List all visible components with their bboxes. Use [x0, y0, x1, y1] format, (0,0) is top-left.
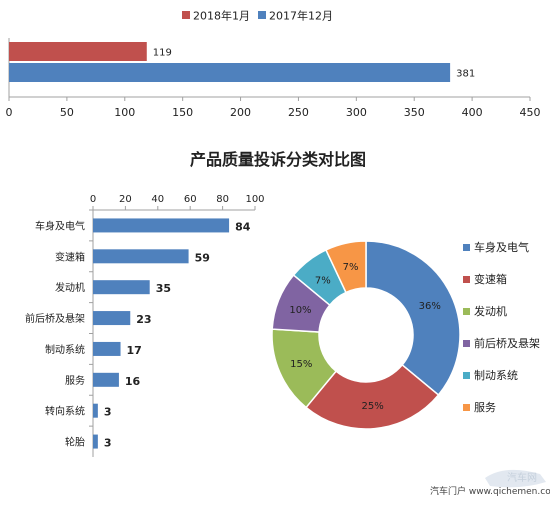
slice-label: 15%	[290, 359, 312, 370]
bar	[93, 218, 230, 233]
legend-swatch	[182, 11, 190, 19]
category-label: 发动机	[55, 281, 85, 294]
legend-swatch	[463, 244, 470, 251]
bar-data-label: 59	[195, 251, 210, 264]
legend-label: 制动系统	[474, 369, 518, 382]
legend-label: 前后桥及悬架	[474, 336, 540, 350]
watermark-text: 汽车门户 www.qichemen.com	[430, 485, 550, 497]
bar-data-label: 3	[104, 437, 112, 450]
legend-swatch	[463, 276, 470, 283]
x-tick-label: 50	[60, 106, 74, 119]
category-label: 变速箱	[55, 250, 85, 263]
legend-label: 2018年1月	[193, 9, 250, 23]
x-tick-label: 150	[172, 106, 193, 119]
x-tick-label: 200	[230, 106, 251, 119]
legend-label: 服务	[474, 401, 496, 414]
donut-chart: 36% 25% 15% 10% 7% 7%	[271, 240, 461, 430]
x-tick-label: 40	[151, 194, 164, 205]
x-tick-label: 250	[288, 106, 309, 119]
bar	[93, 311, 131, 326]
x-tick-label: 60	[184, 194, 197, 205]
bar-data-label: 3	[104, 406, 112, 419]
category-label: 制动系统	[45, 343, 85, 356]
x-tick-label: 100	[114, 106, 135, 119]
bar-data-label: 84	[235, 220, 251, 233]
legend-swatch	[463, 340, 470, 347]
x-tick-label: 450	[520, 106, 541, 119]
slice-label: 25%	[362, 401, 384, 412]
legend-swatch	[463, 404, 470, 411]
bar-data-label: 119	[153, 48, 172, 59]
bar	[93, 280, 150, 295]
bar-data-label: 16	[125, 375, 141, 388]
bar-data-label: 23	[136, 313, 151, 326]
bar	[9, 42, 147, 61]
donut-slice	[324, 240, 367, 294]
x-tick-label: 400	[462, 106, 483, 119]
legend-swatch	[463, 372, 470, 379]
legend-label: 发动机	[474, 304, 507, 318]
legend-swatch	[463, 308, 470, 315]
x-tick-label: 300	[346, 106, 367, 119]
bar-data-label: 17	[127, 344, 142, 357]
slice-label: 10%	[289, 305, 311, 316]
x-tick-label: 0	[6, 106, 13, 119]
x-tick-label: 0	[90, 194, 96, 205]
legend-label: 车身及电气	[474, 240, 529, 254]
chart-title: 产品质量投诉分类对比图	[190, 150, 366, 169]
category-label: 车身及电气	[35, 219, 85, 232]
x-tick-label: 350	[404, 106, 425, 119]
slice-label: 36%	[419, 301, 441, 312]
bar	[93, 434, 98, 449]
bar	[93, 249, 189, 264]
category-label: 轮胎	[65, 436, 85, 449]
top-bar-chart: 2018年1月 2017年12月 0 50 100 150 200 250 300 350 400 4…	[6, 9, 541, 120]
bar	[93, 403, 98, 418]
bar	[93, 372, 119, 387]
legend-swatch	[258, 11, 266, 19]
category-label: 前后桥及悬架	[25, 312, 85, 325]
donut-slice	[365, 240, 461, 396]
category-label: 转向系统	[45, 405, 85, 418]
legend-label: 2017年12月	[269, 9, 333, 23]
bar	[9, 63, 451, 82]
category-bar-chart: 0 20 40 60 80 100 车身及电气 84 变速箱 59 发动机 35 前后桥及悬架 23 制动系…	[25, 194, 265, 457]
watermark-brand: 汽车网	[507, 471, 537, 484]
x-tick-label: 100	[245, 194, 264, 205]
x-tick-label: 20	[119, 194, 132, 205]
watermark-logo: 汽车网 汽车门户 www.qichemen.com	[430, 469, 550, 497]
x-tick-label: 80	[216, 194, 229, 205]
bar	[93, 341, 121, 356]
donut-slice	[305, 363, 440, 430]
legend-label: 变速箱	[474, 272, 507, 286]
slice-label: 7%	[315, 275, 331, 286]
bar-data-label: 35	[156, 282, 171, 295]
bar-data-label: 381	[456, 69, 475, 80]
category-label: 服务	[65, 374, 85, 387]
slice-label: 7%	[343, 262, 359, 273]
